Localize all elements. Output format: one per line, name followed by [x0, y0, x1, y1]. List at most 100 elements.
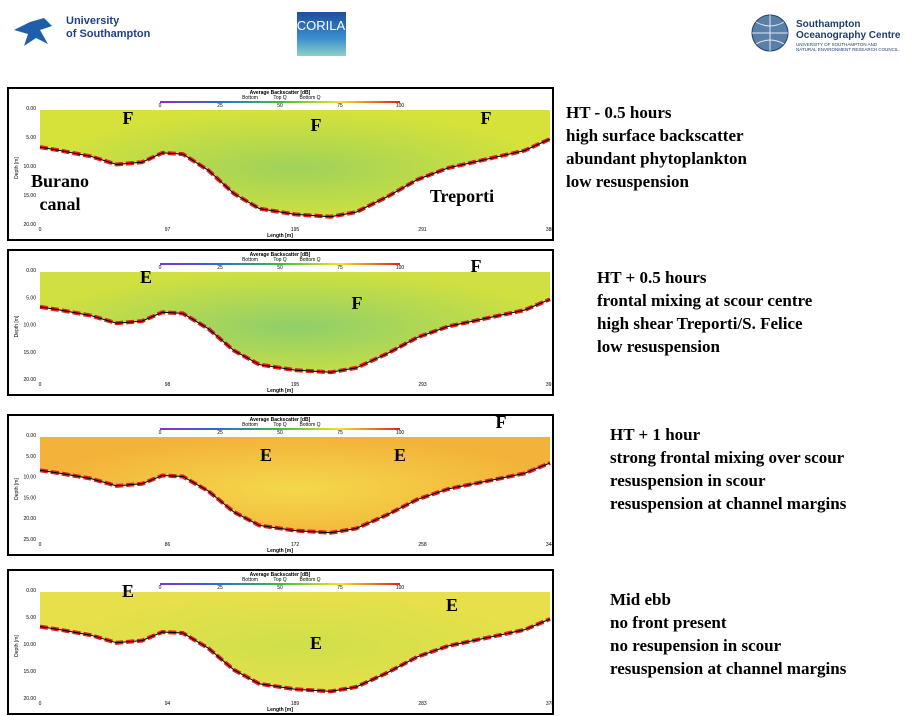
y-axis-label: Depth [m] [14, 635, 20, 657]
y-tick-label: 5.00 [26, 135, 36, 141]
x-tick-label: 258 [418, 542, 427, 548]
region-label: E [446, 595, 458, 615]
colorbar-tick: 75 [337, 265, 343, 271]
colorbar-tick: 50 [277, 430, 283, 436]
logo-text: CORILA [297, 18, 346, 33]
colorbar-tick: 75 [337, 103, 343, 109]
x-tick-label: 86 [165, 542, 171, 548]
y-tick-label: 20.00 [23, 696, 36, 702]
y-axis-label: Depth [m] [14, 157, 20, 179]
legend-entry: Top Q [273, 577, 286, 583]
legend-entry: Bottom Q [299, 577, 320, 583]
region-label: canal [39, 194, 80, 214]
x-tick-label: 388 [546, 227, 555, 233]
y-axis-label: Depth [m] [14, 478, 20, 500]
colorbar-tick: 0 [159, 430, 162, 436]
y-axis-label: Depth [m] [14, 315, 20, 337]
x-tick-label: 0 [39, 382, 42, 388]
y-tick-label: 0.00 [26, 106, 36, 112]
y-tick-label: 5.00 [26, 454, 36, 460]
colorbar-tick: 0 [159, 585, 162, 591]
x-tick-label: 98 [165, 382, 171, 388]
y-tick-label: 20.00 [23, 516, 36, 522]
colorbar-tick: 100 [396, 430, 405, 436]
y-tick-label: 10.00 [23, 642, 36, 648]
caption-line: strong frontal mixing over scour [610, 448, 845, 467]
y-tick-label: 5.00 [26, 615, 36, 621]
caption-line: low resuspension [597, 337, 721, 356]
region-label: E [122, 581, 134, 601]
x-tick-label: 291 [418, 227, 427, 233]
y-tick-label: 15.00 [23, 669, 36, 675]
region-label: E [140, 267, 152, 287]
x-tick-label: 293 [418, 382, 427, 388]
x-axis-label: Length [m] [267, 548, 293, 554]
region-label: E [310, 633, 322, 653]
region-label: F [311, 115, 322, 135]
logos: University of Southampton CORILA Southam… [14, 12, 901, 56]
y-tick-label: 10.00 [23, 475, 36, 481]
logo-text: Oceanography Centre [796, 30, 901, 41]
slide: University of Southampton CORILA Southam… [0, 0, 921, 716]
caption-line: no front present [610, 613, 727, 632]
caption-line: high surface backscatter [566, 126, 744, 145]
colorbar-tick: 100 [396, 265, 405, 271]
caption-line: HT + 0.5 hours [597, 268, 707, 287]
y-tick-label: 15.00 [23, 350, 36, 356]
x-tick-label: 94 [165, 701, 171, 707]
caption-line: low resuspension [566, 172, 690, 191]
legend-entry: Bottom Q [299, 95, 320, 101]
legend-entry: Bottom [242, 422, 258, 428]
y-tick-label: 20.00 [23, 377, 36, 383]
legend-entry: Bottom Q [299, 257, 320, 263]
colorbar-tick: 25 [217, 265, 223, 271]
caption-line: abundant phytoplankton [566, 149, 748, 168]
caption-line: no resupension in scour [610, 636, 782, 655]
colorbar-tick: 0 [159, 103, 162, 109]
colorbar-tick: 0 [159, 265, 162, 271]
colorbar-tick: 100 [396, 103, 405, 109]
caption-line: resuspension in scour [610, 471, 766, 490]
x-tick-label: 378 [546, 701, 555, 707]
region-label: Burano [31, 171, 89, 191]
y-tick-label: 20.00 [23, 222, 36, 228]
legend-entry: Bottom [242, 95, 258, 101]
y-tick-label: 5.00 [26, 295, 36, 301]
legend-entry: Top Q [273, 257, 286, 263]
region-label: F [123, 108, 134, 128]
region-label: E [260, 445, 272, 465]
x-tick-label: 283 [418, 701, 427, 707]
caption-line: resuspension at channel margins [610, 659, 847, 678]
logo-text: University [66, 15, 120, 27]
y-tick-label: 10.00 [23, 164, 36, 170]
x-axis-label: Length [m] [267, 233, 293, 239]
colorbar-tick: 50 [277, 585, 283, 591]
colorbar-tick: 75 [337, 585, 343, 591]
x-tick-label: 0 [39, 227, 42, 233]
colorbar-tick: 50 [277, 265, 283, 271]
caption-line: HT + 1 hour [610, 425, 701, 444]
caption-line: resuspension at channel margins [610, 494, 847, 513]
legend-entry: Bottom [242, 577, 258, 583]
y-tick-label: 0.00 [26, 588, 36, 594]
region-label: F [496, 412, 507, 432]
x-axis-label: Length [m] [267, 707, 293, 713]
x-tick-label: 97 [165, 227, 171, 233]
legend-entry: Bottom Q [299, 422, 320, 428]
region-label: E [394, 445, 406, 465]
y-tick-label: 15.00 [23, 193, 36, 199]
legend-entry: Top Q [273, 95, 286, 101]
y-tick-label: 10.00 [23, 323, 36, 329]
y-tick-label: 15.00 [23, 495, 36, 501]
colorbar-tick: 25 [217, 103, 223, 109]
legend-entry: Bottom [242, 257, 258, 263]
colorbar-tick: 50 [277, 103, 283, 109]
caption-line: high shear Treporti/S. Felice [597, 314, 803, 333]
region-label: Treporti [430, 186, 494, 206]
x-tick-label: 0 [39, 542, 42, 548]
y-tick-label: 0.00 [26, 433, 36, 439]
colorbar-tick: 25 [217, 585, 223, 591]
